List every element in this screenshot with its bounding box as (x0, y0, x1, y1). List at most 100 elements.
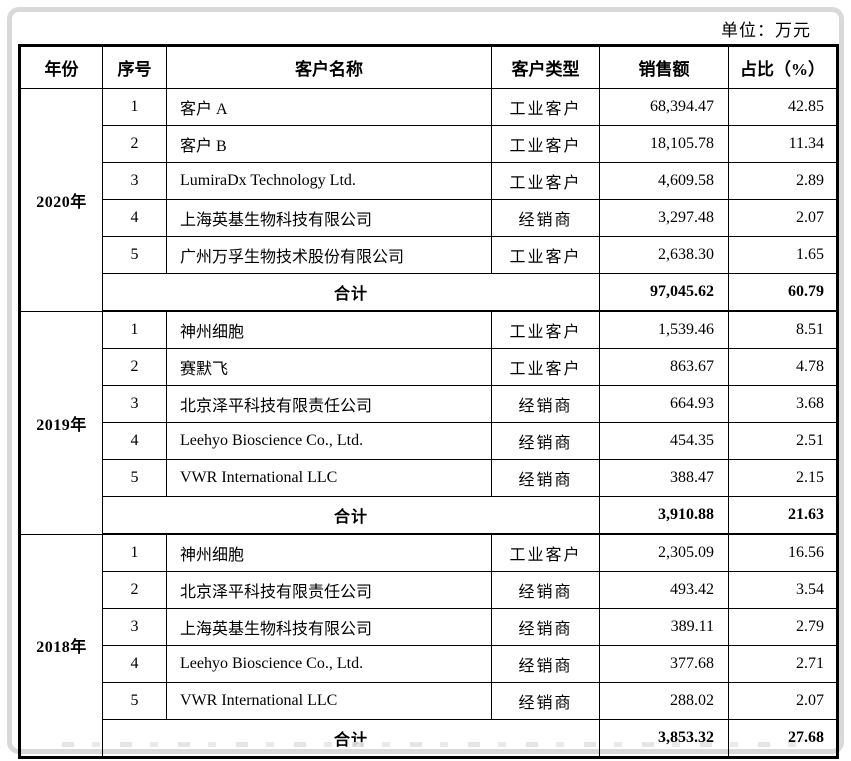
sales-value: 288.02 (599, 682, 729, 720)
row-no: 1 (102, 533, 167, 572)
table-row: 4 上海英基生物科技有限公司 经销商 3,297.48 2.07 (20, 199, 838, 237)
customer-type: 经销商 (491, 645, 600, 683)
customer-type: 经销商 (491, 385, 600, 423)
customer-name: 客户 A (166, 88, 492, 126)
customer-type: 工业客户 (491, 162, 600, 200)
pct-value: 1.65 (728, 236, 838, 274)
total-pct: 60.79 (728, 273, 838, 312)
customer-type: 工业客户 (491, 88, 600, 126)
row-no: 3 (102, 162, 167, 200)
row-no: 5 (102, 459, 167, 497)
pct-value: 2.15 (728, 459, 838, 497)
customer-type: 经销商 (491, 199, 600, 237)
customer-name: 广州万孚生物技术股份有限公司 (166, 236, 492, 274)
pct-value: 2.79 (728, 608, 838, 646)
customer-name: 上海英基生物科技有限公司 (166, 199, 492, 237)
sales-value: 493.42 (599, 571, 729, 609)
row-no: 5 (102, 236, 167, 274)
total-row-2020: 合计 97,045.62 60.79 (20, 273, 838, 312)
customer-type: 经销商 (491, 571, 600, 609)
total-pct: 27.68 (728, 719, 838, 759)
pct-value: 11.34 (728, 125, 838, 163)
table-row: 5 广州万孚生物技术股份有限公司 工业客户 2,638.30 1.65 (20, 236, 838, 274)
sales-value: 454.35 (599, 422, 729, 460)
row-no: 3 (102, 385, 167, 423)
pct-value: 8.51 (728, 310, 838, 349)
pct-value: 4.78 (728, 348, 838, 386)
row-no: 3 (102, 608, 167, 646)
table-row: 4 Leehyo Bioscience Co., Ltd. 经销商 454.35… (20, 422, 838, 460)
total-label: 合计 (102, 273, 600, 312)
table-row: 2019年 1 神州细胞 工业客户 1,539.46 8.51 (19, 310, 838, 535)
financial-table: 年份 序号 客户名称 客户类型 销售额 占比（%） 2020年 1 客户 A 工… (18, 44, 839, 759)
customer-name: Leehyo Bioscience Co., Ltd. (166, 422, 492, 460)
col-header-customer-name: 客户名称 (166, 45, 492, 89)
customer-name: 北京泽平科技有限责任公司 (166, 571, 492, 609)
customer-name: 上海英基生物科技有限公司 (166, 608, 492, 646)
customer-name: 客户 B (166, 125, 492, 163)
customer-type: 工业客户 (491, 310, 600, 349)
row-no: 4 (102, 199, 167, 237)
sales-value: 3,297.48 (599, 199, 729, 237)
customer-type: 经销商 (491, 422, 600, 460)
table-row: 3 LumiraDx Technology Ltd. 工业客户 4,609.58… (20, 162, 838, 200)
customer-name: 赛默飞 (166, 348, 492, 386)
customer-type: 经销商 (491, 608, 600, 646)
sales-value: 377.68 (599, 645, 729, 683)
cropped-footer-text-artifact (62, 742, 802, 747)
total-pct: 21.63 (728, 496, 838, 535)
table-row: 5 VWR International LLC 经销商 288.02 2.07 (20, 682, 838, 720)
total-row-2018: 合计 3,853.32 27.68 (20, 719, 838, 759)
table-header-row: 年份 序号 客户名称 客户类型 销售额 占比（%） (19, 45, 838, 89)
pct-value: 3.54 (728, 571, 838, 609)
sales-value: 18,105.78 (599, 125, 729, 163)
row-no: 5 (102, 682, 167, 720)
table-row: 2 客户 B 工业客户 18,105.78 11.34 (20, 125, 838, 163)
table-row: 5 VWR International LLC 经销商 388.47 2.15 (20, 459, 838, 497)
row-no: 1 (102, 310, 167, 349)
total-row-2019: 合计 3,910.88 21.63 (20, 496, 838, 535)
col-header-pct: 占比（%） (728, 45, 838, 89)
row-no: 2 (102, 125, 167, 163)
sales-value: 2,638.30 (599, 236, 729, 274)
sales-value: 4,609.58 (599, 162, 729, 200)
sales-value: 388.47 (599, 459, 729, 497)
pct-value: 2.89 (728, 162, 838, 200)
sales-value: 664.93 (599, 385, 729, 423)
sales-value: 389.11 (599, 608, 729, 646)
customer-name: Leehyo Bioscience Co., Ltd. (166, 645, 492, 683)
total-sales: 3,853.32 (599, 719, 729, 759)
pct-value: 2.51 (728, 422, 838, 460)
customer-type: 工业客户 (491, 236, 600, 274)
pct-value: 3.68 (728, 385, 838, 423)
col-header-customer-type: 客户类型 (491, 45, 600, 89)
row-no: 2 (102, 571, 167, 609)
pct-value: 2.71 (728, 645, 838, 683)
row-no: 1 (102, 88, 167, 126)
table-row: 2 赛默飞 工业客户 863.67 4.78 (20, 348, 838, 386)
pct-value: 42.85 (728, 88, 838, 126)
customer-name: 北京泽平科技有限责任公司 (166, 385, 492, 423)
customer-type: 工业客户 (491, 348, 600, 386)
customer-type: 工业客户 (491, 125, 600, 163)
pct-value: 2.07 (728, 682, 838, 720)
year-cell-2020: 2020年 (19, 88, 103, 312)
customer-name: 神州细胞 (166, 533, 492, 572)
unit-label: 单位：万元 (721, 21, 811, 40)
total-label: 合计 (102, 496, 600, 535)
table-row: 2 北京泽平科技有限责任公司 经销商 493.42 3.54 (20, 571, 838, 609)
total-label: 合计 (102, 719, 600, 759)
total-sales: 97,045.62 (599, 273, 729, 312)
customer-name: VWR International LLC (166, 459, 492, 497)
sales-value: 863.67 (599, 348, 729, 386)
table-row: 3 上海英基生物科技有限公司 经销商 389.11 2.79 (20, 608, 838, 646)
col-header-sales: 销售额 (599, 45, 729, 89)
customer-name: 神州细胞 (166, 310, 492, 349)
row-no: 4 (102, 645, 167, 683)
sales-value: 2,305.09 (599, 533, 729, 572)
customer-type: 经销商 (491, 459, 600, 497)
sales-value: 1,539.46 (599, 310, 729, 349)
table-row: 2020年 1 客户 A 工业客户 68,394.47 42.85 (19, 88, 838, 312)
col-header-year: 年份 (19, 45, 103, 89)
table-row: 4 Leehyo Bioscience Co., Ltd. 经销商 377.68… (20, 645, 838, 683)
